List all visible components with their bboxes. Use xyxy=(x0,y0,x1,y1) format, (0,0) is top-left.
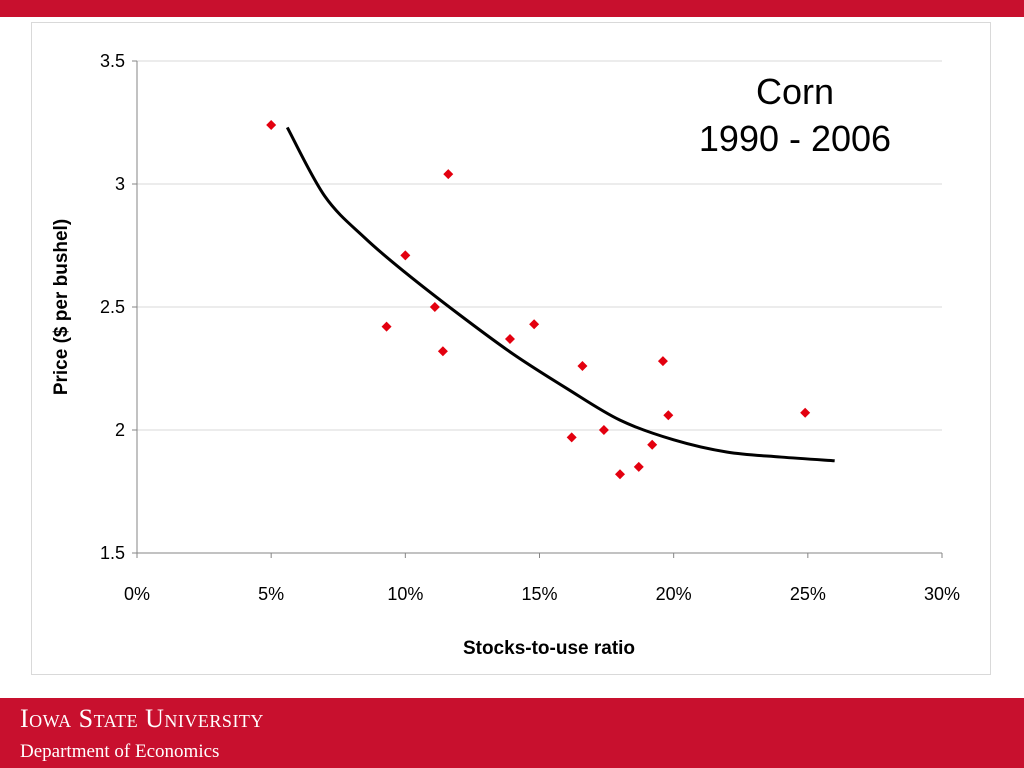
data-point xyxy=(437,346,448,357)
tick-labels: 1.5 2 2.5 3 3.5 0% 5% 10% 15% 20% 25% 30% xyxy=(100,51,960,604)
x-axis-label: Stocks-to-use ratio xyxy=(463,638,635,659)
x-tick-label: 5% xyxy=(258,584,284,604)
y-tick-label: 2 xyxy=(115,420,125,440)
data-point xyxy=(657,356,668,367)
university-wordmark: Iowa State University xyxy=(20,704,264,733)
trend-line-layer xyxy=(285,126,835,463)
data-point xyxy=(443,169,454,180)
chart-title-line-1: Corn xyxy=(756,71,834,112)
x-tick-label: 20% xyxy=(656,584,692,604)
footer-bar: Iowa State University Department of Econ… xyxy=(0,698,1024,768)
data-point xyxy=(266,119,277,130)
data-points xyxy=(266,119,811,480)
data-point xyxy=(400,250,411,261)
x-tick-label: 30% xyxy=(924,584,960,604)
data-point xyxy=(577,361,588,372)
data-point xyxy=(663,410,674,421)
chart-frame: 1.5 2 2.5 3 3.5 0% 5% 10% 15% 20% 25% 30% Corn 1990… xyxy=(31,22,991,675)
top-accent-bar xyxy=(0,0,1024,17)
y-tick-label: 3.5 xyxy=(100,51,125,71)
data-point xyxy=(429,302,440,312)
data-point xyxy=(529,319,540,330)
data-point xyxy=(598,425,609,435)
y-tick-label: 3 xyxy=(115,174,125,194)
scatter-chart: 1.5 2 2.5 3 3.5 0% 5% 10% 15% 20% 25% 30% Corn 1990… xyxy=(51,51,960,659)
gridlines xyxy=(137,60,942,431)
y-tick-label: 2.5 xyxy=(100,297,125,317)
data-point xyxy=(800,407,811,418)
data-point xyxy=(381,321,392,332)
data-point xyxy=(647,439,658,450)
data-point xyxy=(615,469,625,480)
x-tick-label: 10% xyxy=(387,584,423,604)
x-tick-label: 25% xyxy=(790,584,826,604)
data-point xyxy=(566,432,577,443)
y-tick-label: 1.5 xyxy=(100,543,125,563)
axes xyxy=(132,60,943,558)
y-axis-label: Price ($ per bushel) xyxy=(51,219,72,395)
data-point xyxy=(504,333,515,344)
data-point xyxy=(633,461,644,472)
department-name: Department of Economics xyxy=(20,741,220,762)
x-tick-label: 0% xyxy=(124,584,150,604)
chart-title-line-2: 1990 - 2006 xyxy=(699,118,891,159)
x-tick-label: 15% xyxy=(521,584,557,604)
trend-line xyxy=(285,126,835,463)
